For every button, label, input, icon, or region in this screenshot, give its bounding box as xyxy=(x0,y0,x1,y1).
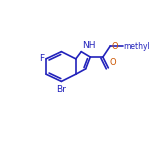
Text: Br: Br xyxy=(56,85,66,94)
Text: O: O xyxy=(109,58,116,67)
Text: methyl: methyl xyxy=(124,42,150,51)
Text: O: O xyxy=(111,42,118,51)
Text: F: F xyxy=(39,54,44,63)
Text: NH: NH xyxy=(82,41,96,50)
